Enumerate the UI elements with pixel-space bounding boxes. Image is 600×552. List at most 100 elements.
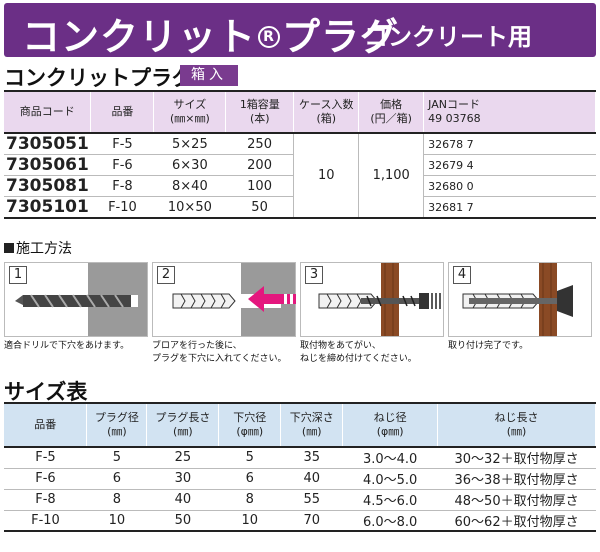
- step-number: 2: [157, 266, 175, 284]
- price-value: 1,100: [358, 133, 425, 219]
- product-table-header: 商品コード 品番 サイズ (㎜×㎜) 1箱容量 (本) ケース入数 (箱) 価格…: [4, 92, 596, 134]
- step-4-illustration: 4: [448, 262, 592, 337]
- product-subtitle: コンクリート用: [364, 23, 532, 51]
- header-screw-length: ねじ長さ (㎜): [437, 404, 596, 448]
- cell-hole-diameter: 6: [218, 468, 281, 490]
- screw-head-icon: [419, 293, 429, 309]
- step-4-text: 取り付け完了です。: [448, 341, 529, 351]
- cell-part: F-10: [4, 510, 87, 532]
- step-1-illustration: 1: [4, 262, 148, 337]
- step-2-text: ブロアを行った後に、 プラグを下穴に入れてください。: [152, 341, 287, 364]
- drill-illustration: [15, 263, 147, 336]
- cell-screw-diameter: 3.0～4.0: [342, 447, 438, 469]
- size-value: 10×50: [153, 196, 226, 219]
- table-row: 7305051 F-5 5×25 250 10 1,100 32678 7: [4, 133, 596, 219]
- header-part: 品番: [90, 92, 155, 134]
- installed-illustration: [462, 263, 573, 336]
- title-banner: コンクリット R プラグ コンクリート用: [4, 3, 596, 59]
- box-quantity: 250: [225, 133, 294, 155]
- header-hole-diameter: 下穴径 (φ㎜): [218, 404, 282, 448]
- cell-hole-diameter: 10: [218, 510, 281, 532]
- part-number: F-6: [90, 154, 154, 176]
- box-quantity: 200: [225, 154, 294, 176]
- table-row: 7305061 F-6 6×30 200 32679 4: [4, 154, 596, 176]
- header-jan: JANコード 49 03768: [423, 92, 596, 134]
- cell-plug-diameter: 8: [86, 489, 147, 511]
- product-code: 7305081: [4, 175, 91, 197]
- size-section-title: サイズ表: [4, 380, 88, 404]
- cell-part: F-8: [4, 489, 87, 511]
- header-price: 価格 (円／箱): [358, 92, 425, 134]
- cell-hole-diameter: 8: [218, 489, 281, 511]
- cell-hole-depth: 35: [280, 447, 343, 469]
- header-plug-diameter: プラグ径 (㎜): [86, 404, 148, 448]
- boxed-badge: 箱入: [180, 65, 238, 86]
- cell-plug-diameter: 5: [86, 447, 147, 469]
- case-quantity: 10: [293, 133, 360, 219]
- header-qty: 1箱容量 (本): [225, 92, 295, 134]
- cell-plug-diameter: 10: [86, 510, 147, 532]
- square-bullet-icon: [4, 243, 14, 253]
- cell-screw-length: 48～50＋取付物厚さ: [437, 489, 596, 511]
- step-3: 3 取付物をあてがい、 ねじを締め付けてください。: [300, 262, 444, 364]
- table-row: 7305101 F-10 10×50 50 32681 7: [4, 196, 596, 219]
- step-number: 3: [305, 266, 323, 284]
- cell-hole-diameter: 5: [218, 447, 281, 469]
- cell-screw-diameter: 4.5～6.0: [342, 489, 438, 511]
- cell-part: F-6: [4, 468, 87, 490]
- table-row: 7305081 F-8 8×40 100 32680 0: [4, 175, 596, 197]
- method-section-title: 施工方法: [4, 238, 72, 258]
- cell-plug-length: 40: [146, 489, 219, 511]
- step-number: 1: [9, 266, 27, 284]
- jan-code: 32681 7: [423, 196, 596, 219]
- section-divider: [4, 402, 596, 404]
- header-plug-length: プラグ長さ (㎜): [146, 404, 220, 448]
- size-value: 5×25: [153, 133, 226, 155]
- header-case: ケース入数 (箱): [293, 92, 360, 134]
- step-3-text: 取付物をあてがい、 ねじを締め付けてください。: [300, 341, 417, 364]
- table-row: F-6 6 30 6 40 4.0～5.0 36～38＋取付物厚さ: [4, 468, 596, 490]
- cell-plug-length: 30: [146, 468, 219, 490]
- product-title: コンクリット R プラグ: [22, 6, 399, 61]
- cell-screw-diameter: 6.0～8.0: [342, 510, 438, 532]
- screw-head-icon: [557, 285, 573, 317]
- size-table: 品番 プラグ径 (㎜) プラグ長さ (㎜) 下穴径 (φ㎜) 下穴深さ (㎜) …: [4, 404, 596, 532]
- header-size: サイズ (㎜×㎜): [153, 92, 227, 134]
- product-code: 7305051: [4, 133, 91, 155]
- cell-hole-depth: 70: [280, 510, 343, 532]
- plug-icon: [172, 293, 236, 309]
- step-4: 4 取り付け完了です。: [448, 262, 592, 360]
- title-text-post: プラグ: [282, 15, 400, 59]
- cell-screw-length: 60～62＋取付物厚さ: [437, 510, 596, 532]
- jan-code: 32678 7: [423, 133, 596, 155]
- cell-screw-length: 30～32＋取付物厚さ: [437, 447, 596, 469]
- direction-arrow-icon: [248, 286, 296, 312]
- step-1: 1 適合ドリルで下穴をあけます。: [4, 262, 148, 360]
- header-part: 品番: [4, 404, 88, 448]
- product-code: 7305061: [4, 154, 91, 176]
- cell-screw-diameter: 4.0～5.0: [342, 468, 438, 490]
- size-value: 6×30: [153, 154, 226, 176]
- product-table: 商品コード 品番 サイズ (㎜×㎜) 1箱容量 (本) ケース入数 (箱) 価格…: [4, 92, 596, 219]
- screw-tighten-illustration: [318, 263, 441, 336]
- step-3-illustration: 3: [300, 262, 444, 337]
- header-hole-depth: 下穴深さ (㎜): [280, 404, 344, 448]
- cell-plug-diameter: 6: [86, 468, 147, 490]
- title-text-pre: コンクリット: [22, 15, 257, 59]
- cell-plug-length: 50: [146, 510, 219, 532]
- cell-plug-length: 25: [146, 447, 219, 469]
- plug-icon: [318, 293, 378, 309]
- product-code: 7305101: [4, 196, 91, 219]
- step-number: 4: [453, 266, 471, 284]
- product-section-title: コンクリットプラグ: [4, 66, 193, 90]
- screw-shaft-icon: [361, 298, 419, 304]
- part-number: F-8: [90, 175, 154, 197]
- size-value: 8×40: [153, 175, 226, 197]
- header-screw-diameter: ねじ径 (φ㎜): [342, 404, 439, 448]
- table-row: F-10 10 50 10 70 6.0～8.0 60～62＋取付物厚さ: [4, 510, 596, 532]
- size-table-header: 品番 プラグ径 (㎜) プラグ長さ (㎜) 下穴径 (φ㎜) 下穴深さ (㎜) …: [4, 404, 596, 448]
- jan-code: 32679 4: [423, 154, 596, 176]
- registered-mark: R: [258, 25, 281, 48]
- step-1-text: 適合ドリルで下穴をあけます。: [4, 341, 130, 351]
- table-row: F-8 8 40 8 55 4.5～6.0 48～50＋取付物厚さ: [4, 489, 596, 511]
